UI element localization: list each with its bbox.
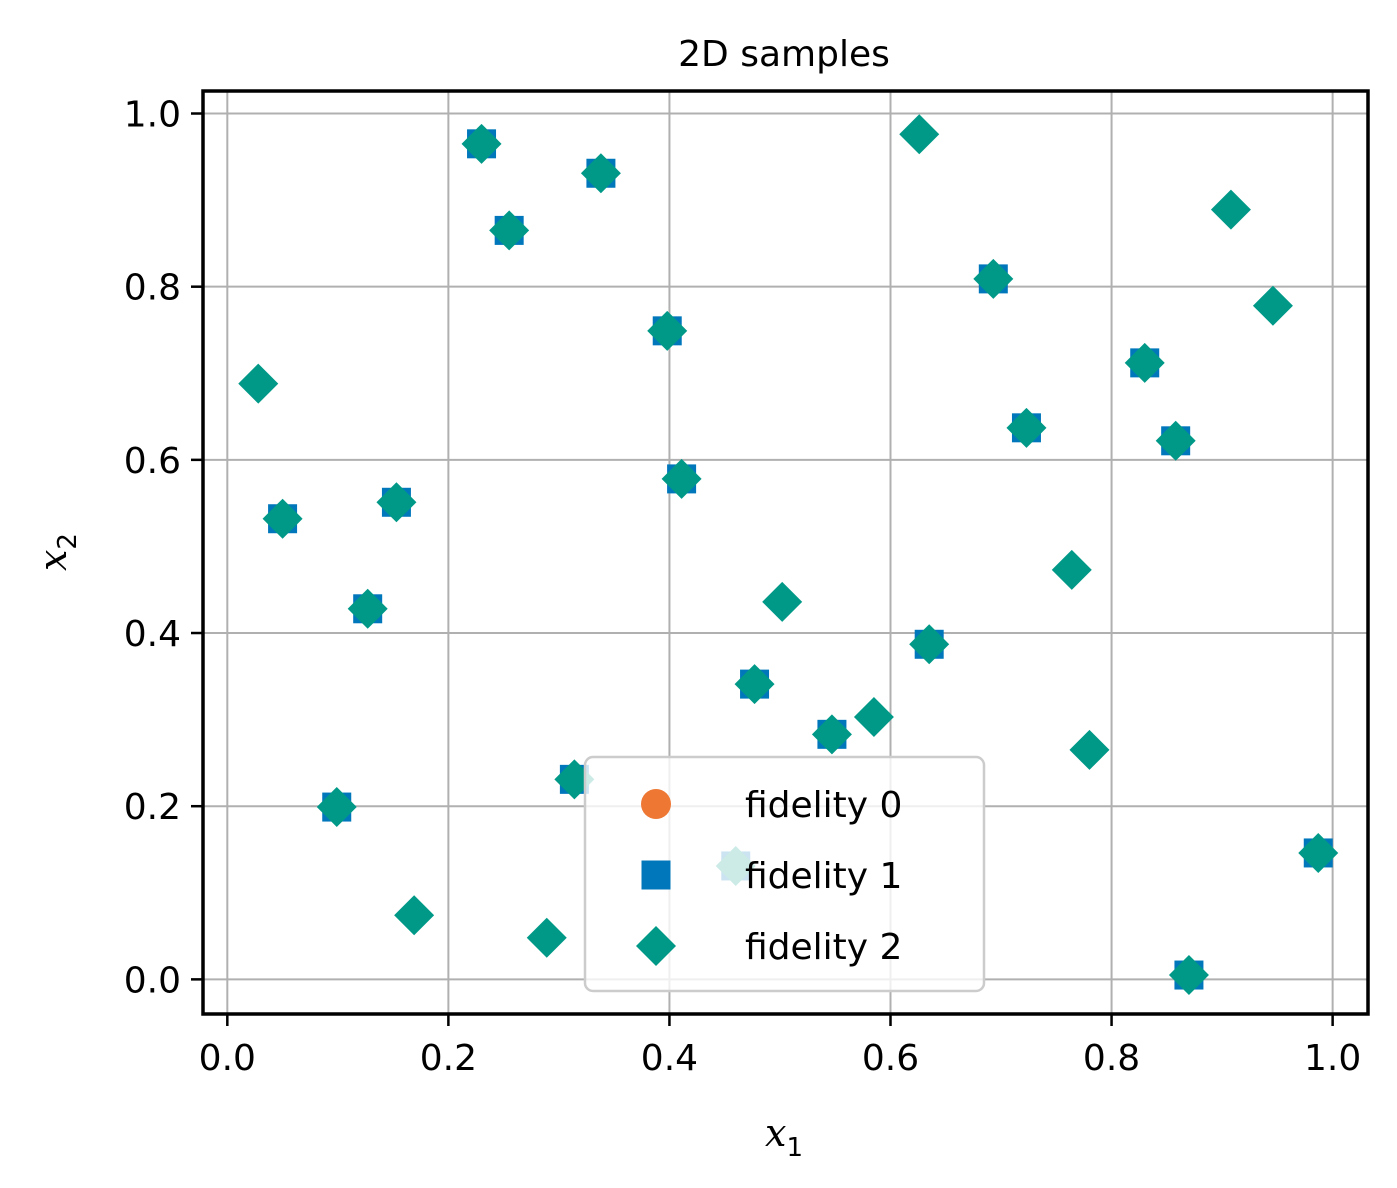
- diamond-point: [1051, 549, 1092, 590]
- grid-lines: [203, 91, 1368, 1014]
- diamond-point: [580, 153, 621, 194]
- diamond-point: [647, 310, 688, 351]
- legend-label: fidelity 1: [745, 856, 902, 897]
- y-axis-label-base: x: [31, 550, 75, 571]
- x-tick-label: 0.0: [199, 1038, 256, 1079]
- diamond-point: [1124, 342, 1165, 383]
- legend-label: fidelity 0: [745, 785, 902, 826]
- diamond-point: [238, 363, 279, 404]
- legend-marker-diamond: [636, 926, 676, 966]
- diamond-point: [661, 458, 702, 499]
- x-tick-label: 0.4: [641, 1038, 698, 1079]
- legend-marker-circle: [641, 789, 671, 819]
- chart-title: 2D samples: [678, 34, 890, 75]
- diamond-point: [376, 482, 417, 523]
- diamond-point: [973, 258, 1014, 299]
- data-markers: [238, 114, 1339, 996]
- diamond-point: [1006, 407, 1047, 448]
- axis-ticks: 0.0 0.2 0.4 0.6 0.8 1.0 0.0 0.2 0.4 0.6 0.8 1.0: [124, 95, 1362, 1079]
- diamond-point: [262, 498, 303, 539]
- y-tick-label: 0.0: [124, 960, 181, 1001]
- y-tick-label: 0.4: [124, 614, 181, 655]
- diamond-point: [899, 114, 940, 155]
- diamond-point: [1168, 955, 1209, 996]
- diamond-point: [1069, 729, 1110, 770]
- legend-marker-square: [641, 860, 671, 890]
- diamond-point: [1252, 285, 1293, 326]
- diamond-point: [347, 588, 388, 629]
- diamond-point: [853, 697, 894, 738]
- x-tick-label: 0.8: [1083, 1038, 1140, 1079]
- y-tick-label: 0.8: [124, 268, 181, 309]
- diamond-point: [489, 210, 530, 251]
- diamond-point: [461, 123, 502, 164]
- diamond-point: [526, 917, 567, 958]
- x-tick-label: 1.0: [1304, 1038, 1361, 1079]
- series-2: [238, 114, 1339, 996]
- x-tick-label: 0.2: [420, 1038, 477, 1079]
- plot-frame: [201, 89, 1370, 1016]
- legend: fidelity 0 fidelity 1 fidelity 2: [583, 755, 986, 993]
- diamond-point: [811, 714, 852, 755]
- legend-box: [583, 755, 986, 993]
- y-tick-label: 0.6: [124, 441, 181, 482]
- x-axis-label-subscript: 1: [786, 1133, 803, 1163]
- y-axis-label: x2: [31, 533, 83, 571]
- diamond-point: [1298, 832, 1339, 873]
- diamond-point: [762, 581, 803, 622]
- x-axis-label-base: x: [765, 1111, 786, 1155]
- diamond-point: [1155, 420, 1196, 461]
- legend-label: fidelity 2: [745, 927, 902, 968]
- y-tick-label: 0.2: [124, 787, 181, 828]
- x-tick-label: 0.6: [862, 1038, 919, 1079]
- y-axis-label-subscript: 2: [53, 533, 83, 550]
- legend-items: fidelity 0 fidelity 1 fidelity 2: [636, 785, 902, 968]
- diamond-point: [316, 787, 357, 828]
- diamond-point: [909, 624, 950, 665]
- diamond-point: [1210, 189, 1251, 230]
- y-tick-label: 1.0: [124, 95, 181, 136]
- diamond-point: [394, 895, 435, 936]
- diamond-point: [734, 664, 775, 705]
- x-axis-label: x1: [765, 1111, 803, 1163]
